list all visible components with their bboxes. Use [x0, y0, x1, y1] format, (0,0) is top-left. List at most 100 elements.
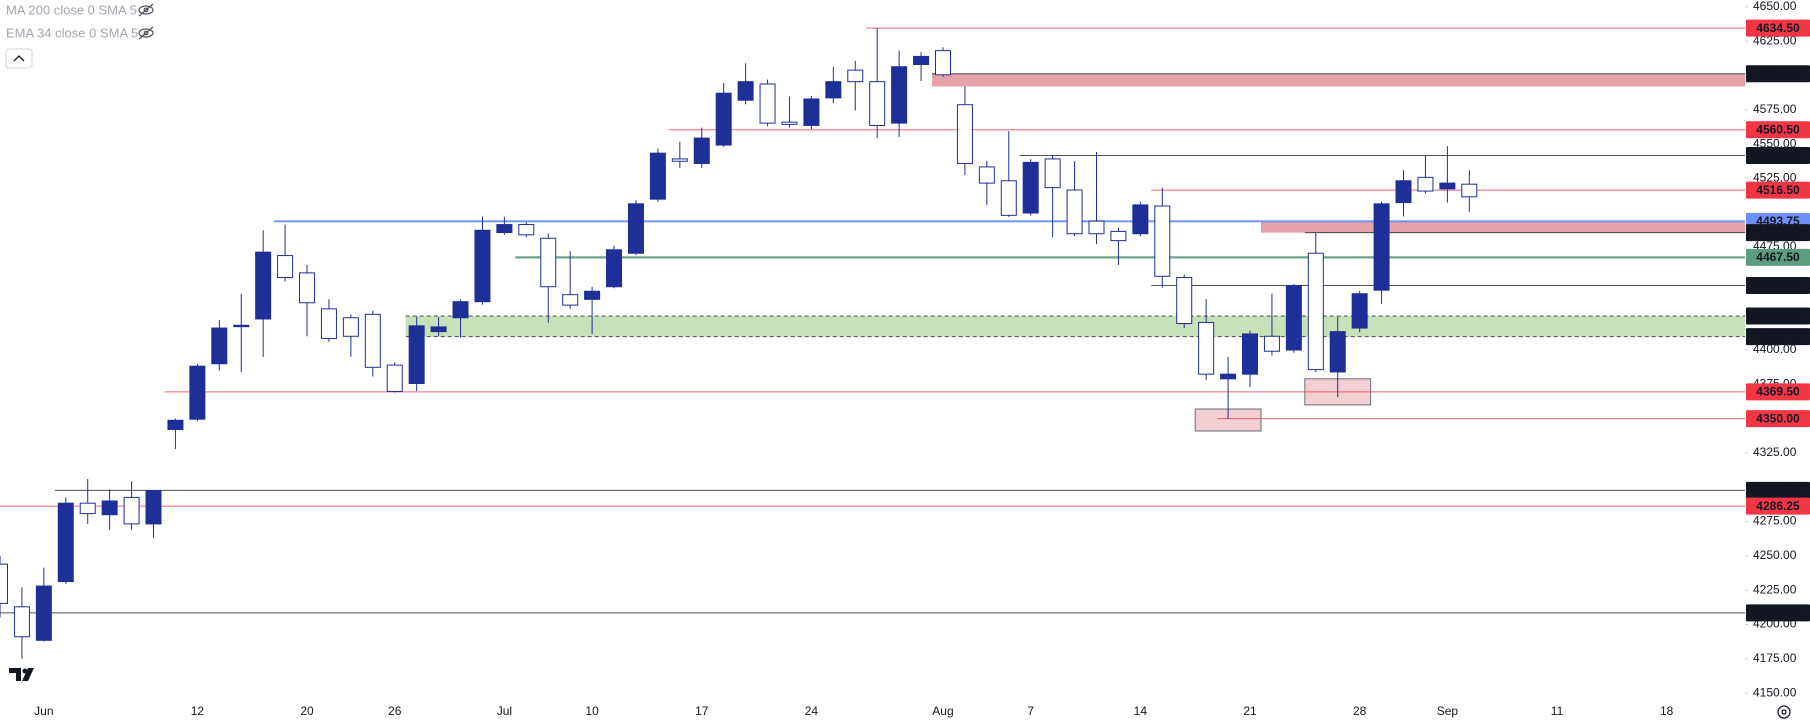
level-label: 4601.25 [1756, 66, 1800, 80]
hidden-icon[interactable] [138, 26, 154, 40]
candle-body [277, 255, 294, 279]
indicator-label[interactable]: EMA 34 close 0 SMA 5 [6, 25, 138, 40]
candle-body [606, 249, 623, 288]
x-tick-label: 17 [695, 704, 709, 718]
candle-body [1263, 335, 1280, 352]
x-tick-label: 14 [1134, 704, 1148, 718]
x-tick-label: Jul [497, 704, 512, 718]
candle-body [540, 237, 557, 288]
x-tick-label: 12 [191, 704, 205, 718]
price-axis: 4650.004625.004575.004550.004525.004475.… [1745, 0, 1810, 699]
x-tick-label: 28 [1353, 704, 1367, 718]
candle-body [1351, 293, 1368, 329]
candle-body [781, 121, 798, 125]
level-label: 4447.00 [1756, 278, 1800, 292]
candle-body [1461, 183, 1478, 198]
indicator-label[interactable]: MA 200 close 0 SMA 5 [6, 2, 137, 17]
x-tick-label: 18 [1660, 704, 1674, 718]
collapse-button[interactable] [5, 48, 33, 69]
level-label-box [1746, 481, 1810, 499]
candle-body [255, 251, 272, 320]
level-label-box [1746, 383, 1810, 401]
y-tick-label: 4650.00 [1753, 0, 1797, 13]
candle-body [123, 496, 140, 525]
level-label-box [1746, 276, 1810, 294]
zone [405, 316, 1746, 337]
y-tick-label: 4325.00 [1753, 445, 1797, 459]
candle-body [978, 166, 995, 184]
level-label-box [1746, 410, 1810, 428]
candle-body [386, 364, 403, 392]
candle-body [1395, 180, 1412, 204]
y-tick-label: 4225.00 [1753, 582, 1797, 596]
candle-body [913, 55, 930, 66]
level-label: 4208.50 [1756, 606, 1800, 620]
candle-body [1154, 205, 1171, 277]
candle-body [956, 104, 973, 164]
level-label-box [1746, 328, 1810, 346]
level-label: 4467.50 [1756, 250, 1800, 264]
candle-body [13, 606, 30, 638]
zone [1260, 221, 1745, 233]
candle-body [101, 500, 118, 516]
candle-body [496, 224, 513, 234]
x-tick-label: Jun [34, 704, 53, 718]
candle-body [35, 585, 52, 641]
candle-body [1000, 180, 1017, 216]
x-tick-label: 21 [1243, 704, 1257, 718]
candle-body [671, 158, 688, 162]
candle-body [79, 502, 96, 515]
candle-body [1066, 189, 1083, 235]
candle-body [320, 308, 337, 339]
x-tick-label: 7 [1027, 704, 1034, 718]
candle-body [57, 502, 74, 583]
candle-body [934, 50, 951, 76]
y-tick-label: 4275.00 [1753, 514, 1797, 528]
candle-body [1417, 176, 1434, 192]
level-label-box [1746, 497, 1810, 515]
y-tick-label: 4525.00 [1753, 171, 1797, 185]
level-label: 4369.50 [1756, 385, 1800, 399]
level-label-box [1746, 19, 1810, 37]
candle-body [1285, 284, 1302, 351]
level-label-box [1746, 146, 1810, 164]
y-tick-label: 4550.00 [1753, 136, 1797, 150]
candle-body [408, 325, 425, 384]
candle-body [584, 290, 601, 300]
candle-body [562, 294, 579, 306]
level-label-box [1746, 65, 1810, 83]
level-label: 4286.25 [1756, 499, 1800, 513]
candle-body [364, 313, 381, 368]
level-label-box [1746, 604, 1810, 622]
level-label: 4516.50 [1756, 183, 1800, 197]
candle-body [759, 83, 776, 124]
candle-body [1088, 220, 1105, 235]
candle-body [869, 81, 886, 126]
x-tick-label: 10 [585, 704, 599, 718]
y-tick-label: 4150.00 [1753, 685, 1797, 699]
candle-body [803, 98, 820, 126]
candle-body [891, 66, 908, 124]
candle-body [847, 69, 864, 83]
level-label-box [1746, 181, 1810, 199]
candle-body [825, 81, 842, 99]
candle-body [452, 301, 469, 319]
candle-body [211, 327, 228, 365]
y-tick-label: 4575.00 [1753, 102, 1797, 116]
logo [9, 668, 34, 681]
hidden-icon[interactable] [138, 3, 154, 17]
candle-body [1220, 373, 1237, 380]
candle-body [1176, 277, 1193, 325]
level-label-box [1746, 224, 1810, 242]
x-tick-label: 26 [388, 704, 402, 718]
level-label: 4409.75 [1756, 329, 1800, 343]
y-tick-label: 4175.00 [1753, 651, 1797, 665]
x-tick-label: 24 [805, 704, 819, 718]
candle-body [737, 81, 754, 101]
level-label-box [1746, 248, 1810, 266]
level-label: 4485.50 [1756, 225, 1800, 239]
settings-button[interactable] [1777, 705, 1791, 719]
x-tick-label: Sep [1437, 704, 1459, 718]
candle-body [1044, 158, 1061, 189]
